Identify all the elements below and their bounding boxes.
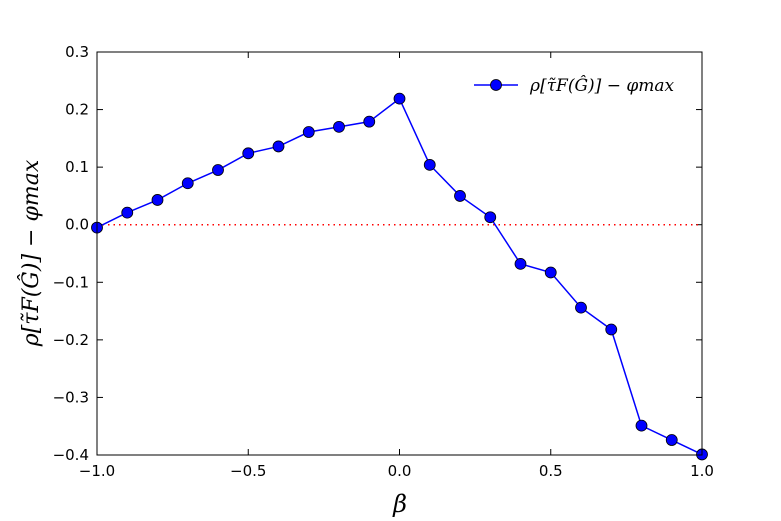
data-point [635, 419, 648, 432]
y-tick-label: 0.2 [65, 101, 89, 119]
data-point [575, 301, 587, 314]
x-tick-label: 0.5 [539, 462, 563, 480]
data-point [514, 257, 527, 270]
tick-labels: −1.0 −0.5 0.0 0.5 1.0 −0.4 −0.3 −0.2 −0.1 0.0 0.1 0… [53, 43, 714, 480]
y-tick-label: 0.0 [65, 216, 89, 234]
data-point [423, 158, 436, 171]
legend-marker [490, 79, 502, 91]
y-tick-label: 0.3 [65, 43, 89, 61]
data-point [272, 140, 285, 153]
data-point [333, 120, 345, 133]
y-tick-label: −0.4 [53, 446, 89, 464]
data-point [665, 434, 678, 446]
y-tick-label: −0.3 [53, 388, 89, 406]
y-tick-label: −0.1 [53, 273, 89, 291]
data-point [454, 190, 466, 202]
y-tick-label: 0.1 [65, 158, 89, 176]
x-tick-label: −1.0 [79, 462, 115, 480]
data-point [151, 194, 164, 206]
x-tick-label: 0.0 [388, 462, 412, 480]
data-point [363, 115, 376, 128]
y-axis-title: ρ[τ̃F(Ĝ)] − φmax [17, 159, 44, 347]
y-tick-label: −0.2 [53, 331, 89, 349]
data-point [302, 126, 315, 138]
legend: ρ[τ̃F(Ĝ)] − φmax [474, 75, 675, 96]
series-line [96, 97, 703, 456]
data-point [544, 266, 557, 279]
data-point [393, 92, 406, 105]
plot-frame [96, 51, 703, 456]
x-axis-title: β [392, 490, 407, 518]
x-tick-label: 1.0 [690, 462, 714, 480]
data-point [181, 177, 194, 190]
axis-ticks [96, 51, 703, 456]
data-point [121, 206, 134, 219]
data-point [212, 164, 224, 176]
data-point [605, 323, 618, 336]
data-point [242, 147, 255, 160]
series-points [91, 92, 708, 461]
legend-label: ρ[τ̃F(Ĝ)] − φmax [529, 75, 675, 96]
x-tick-label: −0.5 [230, 462, 266, 480]
data-point [484, 211, 497, 224]
